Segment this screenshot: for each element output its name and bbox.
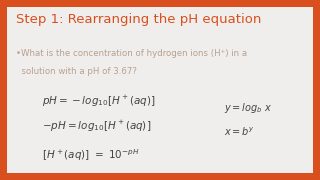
Text: •What is the concentration of hydrogen ions (H⁺) in a: •What is the concentration of hydrogen i…	[16, 49, 247, 58]
Text: $pH = -log_{10}[H^+(aq)]$: $pH = -log_{10}[H^+(aq)]$	[42, 94, 155, 109]
Text: $[H^+(aq)]\ =\ 10^{-pH}$: $[H^+(aq)]\ =\ 10^{-pH}$	[42, 148, 139, 163]
Text: solution with a pH of 3.67?: solution with a pH of 3.67?	[16, 67, 137, 76]
Text: $x = b^y$: $x = b^y$	[224, 126, 255, 138]
Text: Step 1: Rearranging the pH equation: Step 1: Rearranging the pH equation	[16, 13, 261, 26]
Text: $y = log_b\ x$: $y = log_b\ x$	[224, 101, 273, 115]
Text: $-pH = log_{10}[H^+(aq)]$: $-pH = log_{10}[H^+(aq)]$	[42, 119, 151, 134]
